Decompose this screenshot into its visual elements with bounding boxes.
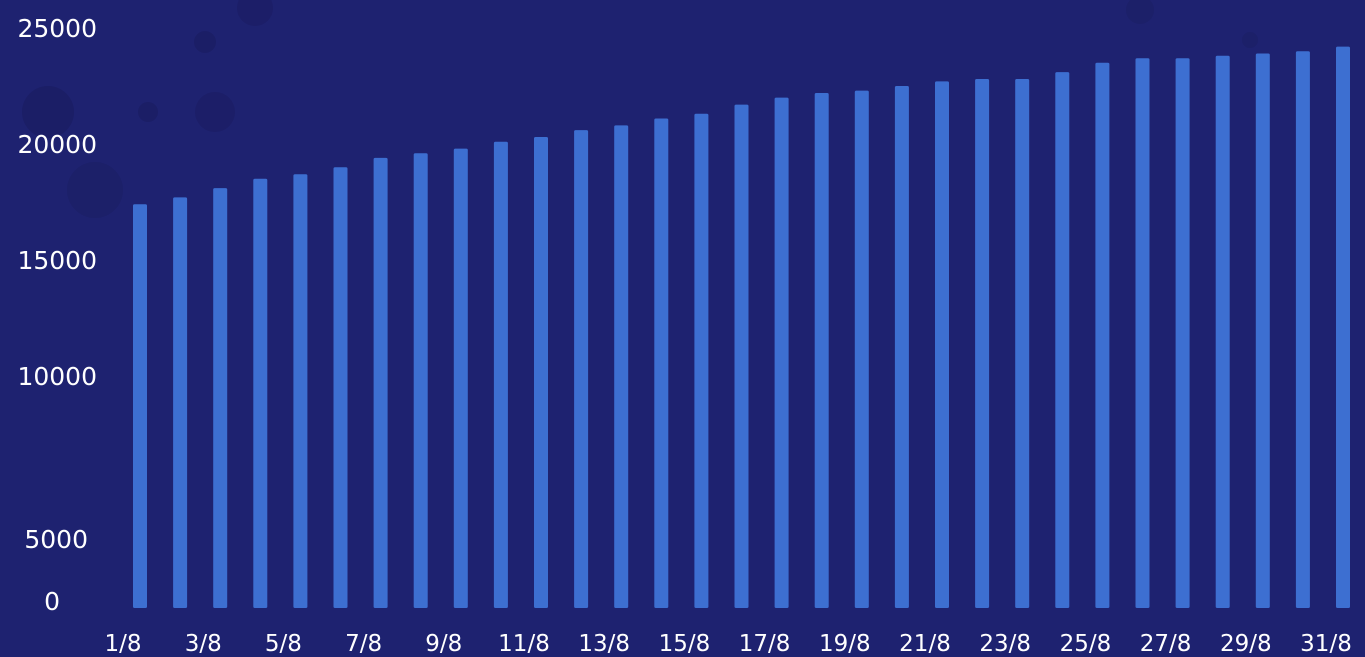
bar	[774, 97, 789, 608]
bar	[213, 188, 228, 608]
x-tick-label: 27/8	[1140, 631, 1192, 657]
x-tick-label: 21/8	[899, 631, 951, 657]
x-tick-label: 17/8	[739, 631, 791, 657]
bar	[293, 174, 308, 608]
x-tick-label: 25/8	[1060, 631, 1112, 657]
bar	[1015, 79, 1030, 608]
bar	[935, 81, 949, 608]
y-tick-label: 5000	[24, 525, 88, 554]
bar	[1055, 72, 1070, 609]
bar	[173, 197, 188, 608]
bar	[1135, 58, 1150, 608]
x-tick-label: 11/8	[498, 631, 550, 657]
bar	[133, 204, 147, 609]
bar	[1255, 53, 1270, 608]
bars	[133, 46, 1350, 609]
y-tick-label: 25000	[17, 14, 97, 43]
bar	[1215, 55, 1230, 609]
y-tick-label: 20000	[17, 130, 97, 159]
x-tick-label: 9/8	[425, 631, 462, 657]
bar	[614, 125, 629, 609]
y-axis-ticks: 0 5000 10000 15000 20000 25000	[17, 14, 97, 616]
bar	[894, 86, 909, 608]
x-tick-label: 1/8	[104, 631, 141, 657]
bar	[1175, 58, 1190, 608]
x-tick-label: 15/8	[659, 631, 711, 657]
bar	[493, 141, 508, 608]
bar	[654, 118, 669, 608]
x-tick-label: 3/8	[185, 631, 222, 657]
x-tick-label: 31/8	[1300, 631, 1352, 657]
bar	[574, 130, 589, 608]
bar	[814, 93, 829, 608]
y-tick-label: 0	[44, 587, 60, 616]
bar	[253, 178, 268, 609]
x-tick-label: 19/8	[819, 631, 871, 657]
bar	[975, 79, 990, 608]
y-tick-label: 15000	[17, 246, 97, 275]
y-tick-label: 10000	[17, 362, 97, 391]
bar	[734, 104, 749, 608]
x-tick-label: 13/8	[578, 631, 630, 657]
x-tick-label: 7/8	[345, 631, 382, 657]
bar	[534, 137, 548, 608]
background-decoration	[22, 0, 1258, 218]
x-tick-label: 29/8	[1220, 631, 1272, 657]
bar	[333, 167, 348, 608]
bar	[1095, 62, 1110, 609]
bar	[453, 148, 468, 608]
bar	[1295, 51, 1310, 608]
x-tick-label: 5/8	[265, 631, 302, 657]
x-tick-label: 23/8	[979, 631, 1031, 657]
bar	[854, 90, 869, 609]
x-axis-ticks: 1/8 3/8 5/8 7/8 9/8 11/8 13/8 15/8 17/8 19/8 21/8 2…	[104, 631, 1351, 657]
bar	[413, 153, 428, 609]
bar	[373, 157, 388, 608]
bar	[694, 113, 709, 609]
bar	[1336, 46, 1350, 609]
